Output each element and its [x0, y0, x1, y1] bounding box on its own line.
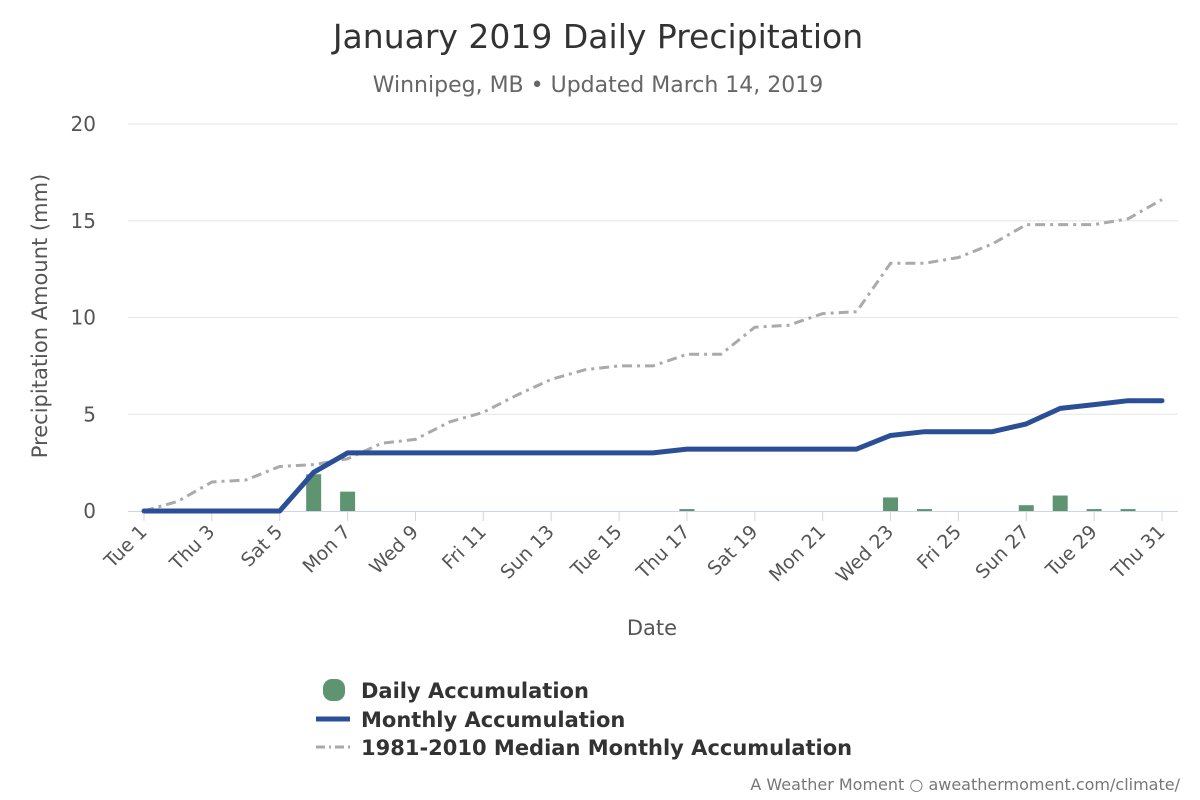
daily-bar-day-17[interactable]	[679, 509, 695, 511]
x-axis-title: Date	[627, 616, 677, 640]
legend-item-median-accumulation[interactable]: 1981-2010 Median Monthly Accumulation	[316, 736, 852, 760]
x-tick-label-15: Thu 31	[1107, 521, 1170, 584]
x-tick-label-8: Thu 17	[632, 521, 695, 584]
x-axis-ticks: Tue 1 Thu 3 Sat 5 Mon 7 Wed 9 Fri 11 Sun 13 Tue…	[99, 511, 1170, 587]
daily-bar-day-29[interactable]	[1086, 509, 1102, 511]
x-tick-label-13: Sun 27	[971, 521, 1033, 583]
x-tick-label-14: Tue 29	[1041, 521, 1102, 582]
x-tick-label-5: Fri 11	[438, 521, 491, 574]
daily-bar-day-24[interactable]	[916, 509, 932, 511]
credit-text[interactable]: A Weather Moment ○ aweathermoment.com/cl…	[750, 775, 1180, 794]
y-axis-ticks: 0 5 10 15 20	[71, 112, 96, 523]
x-tick-label-10: Mon 21	[765, 521, 830, 586]
x-tick-label-3: Mon 7	[298, 521, 355, 578]
daily-bar-day-6[interactable]	[306, 474, 322, 511]
y-tick-label-3: 15	[71, 209, 96, 233]
legend-label-daily: Daily Accumulation	[361, 679, 589, 703]
legend[interactable]: Daily Accumulation Monthly Accumulation …	[316, 679, 852, 760]
x-tick-label-9: Sat 19	[703, 521, 762, 580]
x-tick-label-6: Sun 13	[496, 521, 558, 583]
legend-label-median: 1981-2010 Median Monthly Accumulation	[361, 736, 852, 760]
legend-swatch-daily	[323, 679, 345, 701]
daily-bar-day-27[interactable]	[1018, 505, 1034, 511]
x-tick-label-7: Tue 15	[566, 521, 627, 582]
monthly-accumulation-line[interactable]	[141, 398, 1165, 514]
y-tick-label-0: 0	[83, 499, 96, 523]
y-tick-label-4: 20	[71, 112, 96, 136]
daily-bar-day-23[interactable]	[883, 497, 899, 511]
chart-subtitle: Winnipeg, MB • Updated March 14, 2019	[373, 73, 824, 98]
x-tick-label-12: Fri 25	[913, 521, 966, 574]
x-tick-label-2: Sat 5	[237, 521, 287, 571]
legend-item-daily-accumulation[interactable]: Daily Accumulation	[323, 679, 589, 703]
daily-bar-day-30[interactable]	[1120, 509, 1136, 511]
median-accumulation-line[interactable]	[143, 198, 1163, 513]
daily-bar-day-28[interactable]	[1052, 495, 1068, 511]
x-tick-label-4: Wed 9	[365, 521, 423, 579]
legend-item-monthly-accumulation[interactable]: Monthly Accumulation	[316, 708, 625, 732]
x-tick-label-1: Thu 3	[165, 521, 219, 575]
y-tick-label-2: 10	[71, 306, 96, 330]
gridlines	[128, 123, 1178, 512]
x-tick-label-0: Tue 1	[99, 521, 151, 573]
y-axis-title: Precipitation Amount (mm)	[28, 174, 52, 458]
y-tick-label-1: 5	[83, 402, 96, 426]
daily-accumulation-bars	[306, 474, 1136, 511]
daily-bar-day-7[interactable]	[340, 491, 356, 511]
legend-label-monthly: Monthly Accumulation	[361, 708, 625, 732]
accumulation-lines	[141, 198, 1165, 514]
chart-title: January 2019 Daily Precipitation	[331, 17, 863, 56]
x-tick-label-11: Wed 23	[832, 521, 898, 587]
